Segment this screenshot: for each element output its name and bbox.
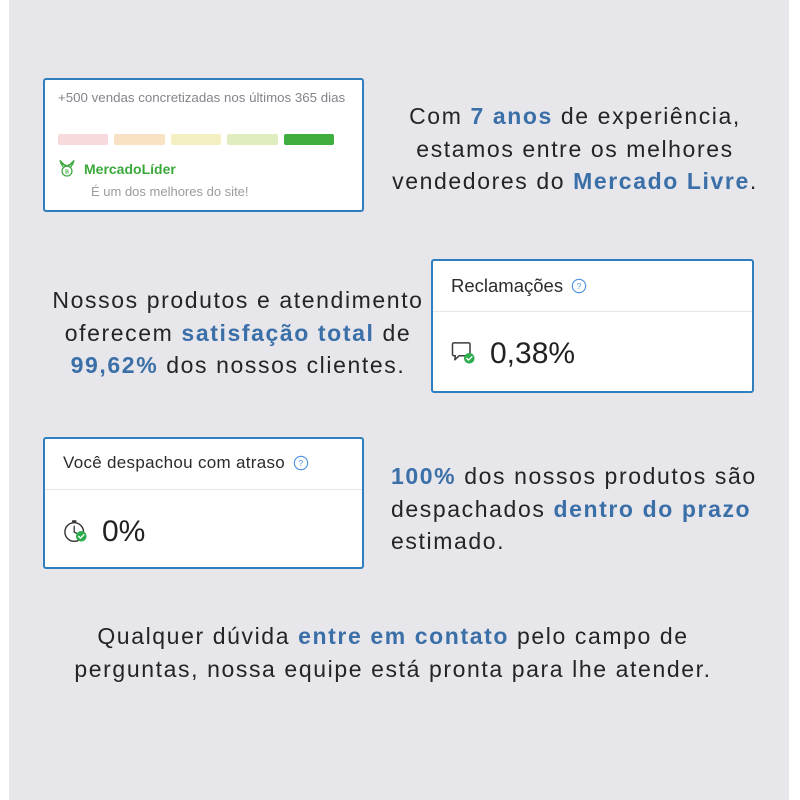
svg-text:?: ? [577, 282, 582, 291]
svg-text:?: ? [299, 459, 304, 468]
svg-text:B: B [65, 169, 69, 175]
